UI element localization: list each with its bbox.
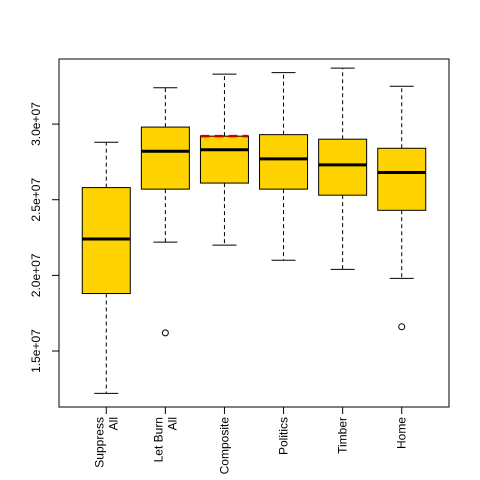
box-group xyxy=(81,141,131,394)
x-tick-label: All xyxy=(106,417,120,430)
iqr-box xyxy=(377,147,427,211)
x-tick-label: Timber xyxy=(336,417,350,454)
x-axis: Suppress All Let Burn All Composite Politics T… xyxy=(92,406,409,475)
boxes-layer xyxy=(81,67,427,394)
iqr-box xyxy=(318,138,368,196)
iqr-box xyxy=(259,134,309,190)
y-tick-label: 2.0e+07 xyxy=(29,253,43,297)
x-tick-label: Suppress xyxy=(92,417,106,468)
y-axis: 1.5e+07 2.0e+07 2.5e+07 3.0e+07 xyxy=(29,102,60,373)
x-tick-label: Home xyxy=(395,417,409,449)
outlier-point xyxy=(398,323,406,331)
y-tick-label: 2.5e+07 xyxy=(29,178,43,222)
outlier-point xyxy=(161,329,169,337)
box-group xyxy=(318,67,368,270)
iqr-box xyxy=(140,126,190,190)
box-group xyxy=(140,87,190,337)
x-tick-label: Composite xyxy=(217,417,231,475)
box-group xyxy=(199,73,249,246)
x-tick-label: Let Burn xyxy=(151,417,165,462)
iqr-box xyxy=(199,135,249,184)
y-tick-label: 3.0e+07 xyxy=(29,102,43,146)
x-tick-label: Politics xyxy=(277,417,291,455)
iqr-box xyxy=(81,187,131,295)
box-group xyxy=(377,85,427,331)
box-group xyxy=(259,72,309,261)
y-tick-label: 1.5e+07 xyxy=(29,329,43,373)
x-tick-label: All xyxy=(165,417,179,430)
